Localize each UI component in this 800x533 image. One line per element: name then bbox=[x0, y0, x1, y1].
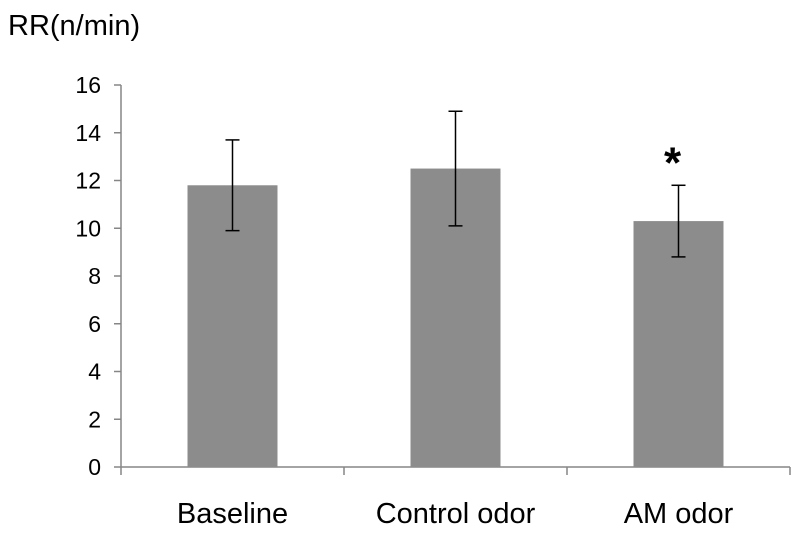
x-tick-label: Control odor bbox=[376, 498, 536, 530]
y-axis-title: RR(n/min) bbox=[8, 10, 141, 42]
annotations: * bbox=[664, 138, 682, 187]
y-tick-label: 10 bbox=[75, 215, 101, 241]
x-tick-label: Baseline bbox=[177, 498, 288, 530]
bars bbox=[187, 168, 724, 467]
y-tick-label: 6 bbox=[88, 311, 101, 337]
error-bars bbox=[225, 110, 686, 258]
y-tick-label: 8 bbox=[88, 263, 101, 289]
x-tick-labels: Baseline Control odor AM odor bbox=[177, 498, 734, 530]
y-tick-label: 16 bbox=[75, 72, 101, 98]
bar bbox=[633, 221, 724, 467]
y-tick-label: 0 bbox=[88, 454, 101, 480]
y-tick-label: 14 bbox=[75, 120, 101, 146]
y-tick-label: 2 bbox=[88, 406, 101, 432]
y-tick-label: 4 bbox=[88, 359, 101, 385]
x-tick-label: AM odor bbox=[624, 498, 734, 530]
significance-marker: * bbox=[664, 138, 682, 187]
y-tick-label: 12 bbox=[75, 168, 101, 194]
bar bbox=[187, 185, 278, 467]
y-ticks: 0 2 4 6 8 10 12 14 16 bbox=[75, 72, 791, 480]
